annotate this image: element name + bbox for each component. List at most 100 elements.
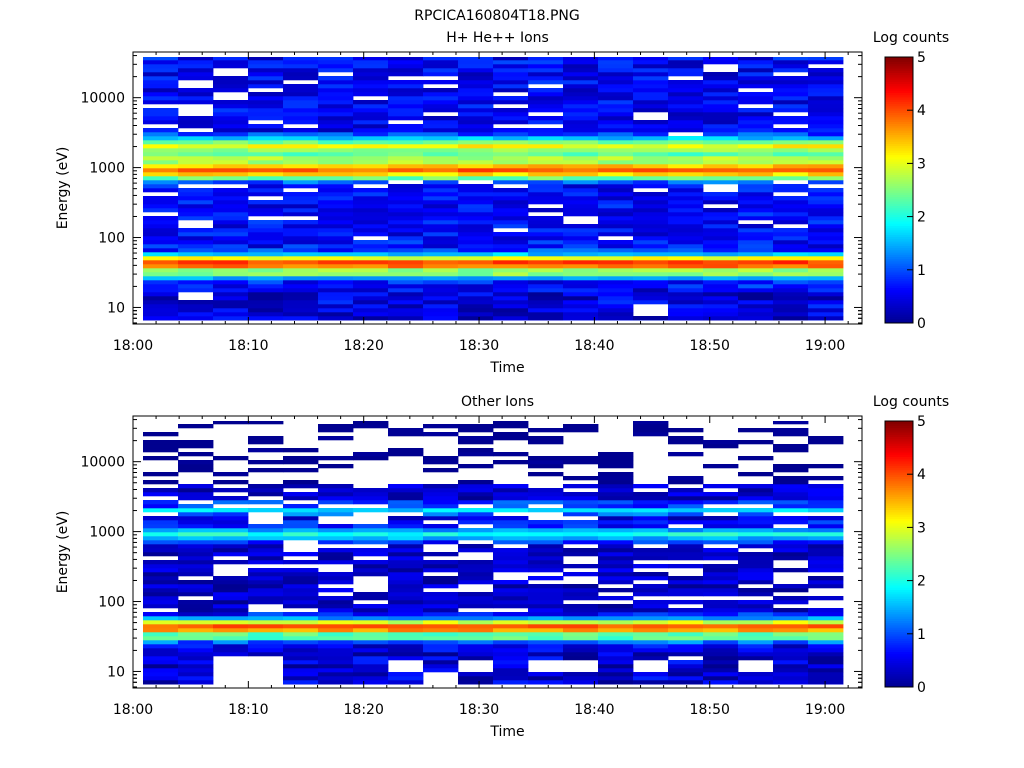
spectrogram-cell <box>353 596 389 601</box>
colorbar-swatch <box>885 598 913 602</box>
spectrogram-cell <box>808 188 844 193</box>
spectrogram-cell <box>598 668 634 673</box>
spectrogram-cell <box>458 656 494 661</box>
spectrogram-cell <box>808 556 844 561</box>
spectrogram-cell <box>528 256 564 261</box>
spectrogram-cell <box>738 568 774 573</box>
spectrogram-cell <box>703 57 739 61</box>
spectrogram-cell <box>213 280 249 285</box>
spectrogram-cell <box>318 236 354 241</box>
spectrogram-cell <box>423 236 459 241</box>
spectrogram-cell <box>248 172 284 177</box>
spectrogram-cell <box>318 216 354 221</box>
spectrogram-cell <box>283 672 319 677</box>
spectrogram-cell <box>458 424 494 429</box>
spectrogram-cell <box>738 616 774 621</box>
spectrogram-cell <box>248 292 284 297</box>
spectrogram-cell <box>773 260 809 265</box>
spectrogram-cell <box>668 508 704 513</box>
spectrogram-cell <box>703 244 739 249</box>
spectrogram-cell <box>598 68 634 73</box>
spectrogram-cell <box>738 76 774 81</box>
spectrogram-cell <box>178 640 214 645</box>
x-tick-label: 18:30 <box>459 338 499 354</box>
spectrogram-cell <box>248 524 284 529</box>
spectrogram-cell <box>493 248 529 253</box>
spectrogram-cell <box>808 296 844 301</box>
spectrogram-cell <box>703 284 739 289</box>
spectrogram-cell <box>493 57 529 61</box>
spectrogram-cell <box>738 224 774 229</box>
spectrogram-cell <box>318 128 354 133</box>
spectrogram-cell <box>423 524 459 529</box>
colorbar-swatch <box>885 554 913 557</box>
spectrogram-cell <box>178 680 214 685</box>
spectrogram-cell <box>318 196 354 201</box>
spectrogram-cell <box>773 520 809 525</box>
spectrogram-cell <box>458 212 494 217</box>
spectrogram-cell <box>283 308 319 313</box>
spectrogram-cell <box>388 600 424 605</box>
colorbar-swatch <box>885 107 913 111</box>
spectrogram-cell <box>458 240 494 245</box>
spectrogram-cell <box>318 288 354 293</box>
spectrogram-cell <box>738 560 774 565</box>
spectrogram-cell <box>668 176 704 181</box>
spectrogram-cell <box>388 524 424 529</box>
spectrogram-cell <box>633 612 669 617</box>
spectrogram-cell <box>458 284 494 289</box>
colorbar-swatch <box>885 445 913 449</box>
colorbar-swatch <box>885 443 913 446</box>
spectrogram-cell <box>563 616 599 621</box>
spectrogram-cell <box>773 60 809 65</box>
spectrogram-cell <box>423 208 459 213</box>
spectrogram-cell <box>808 224 844 229</box>
colorbar-swatch <box>885 429 913 433</box>
colorbar-swatch <box>885 556 913 559</box>
spectrogram-cell <box>143 84 179 89</box>
spectrogram-cell <box>738 212 774 217</box>
spectrogram-cell <box>528 100 564 105</box>
colorbar-swatch <box>885 141 913 144</box>
spectrogram-cell <box>703 76 739 81</box>
spectrogram-cell <box>808 84 844 89</box>
spectrogram-cell <box>668 492 704 497</box>
spectrogram-cell <box>703 236 739 241</box>
spectrogram-cell <box>703 180 739 185</box>
spectrogram-cell <box>563 540 599 545</box>
spectrogram-cell <box>738 608 774 613</box>
spectrogram-cell <box>353 176 389 181</box>
spectrogram-cell <box>388 57 424 61</box>
spectrogram-cell <box>703 616 739 621</box>
spectrogram-cell <box>703 136 739 141</box>
spectrogram-cell <box>353 124 389 129</box>
spectrogram-cell <box>563 68 599 73</box>
spectrogram-cell <box>178 516 214 521</box>
spectrogram-cell <box>318 312 354 317</box>
spectrogram-cell <box>668 128 704 133</box>
spectrogram-cell <box>773 240 809 245</box>
spectrogram-cell <box>738 164 774 169</box>
colorbar-tick-label: 4 <box>917 103 926 119</box>
spectrogram-cell <box>248 421 284 425</box>
spectrogram-cell <box>738 244 774 249</box>
spectrogram-cell <box>563 292 599 297</box>
spectrogram-cell <box>563 260 599 265</box>
spectrogram-cell <box>318 164 354 169</box>
spectrogram-cell <box>668 188 704 193</box>
spectrogram-cell <box>703 80 739 85</box>
spectrogram-cell <box>458 536 494 541</box>
colorbar-swatch <box>885 467 913 471</box>
spectrogram-cell <box>248 548 284 553</box>
spectrogram-cell <box>388 264 424 269</box>
spectrogram-cell <box>668 528 704 533</box>
spectrogram-cell <box>318 464 354 469</box>
spectrogram-cell <box>248 164 284 169</box>
spectrogram-cell <box>633 280 669 285</box>
spectrogram-cell <box>178 656 214 661</box>
spectrogram-cell <box>598 552 634 557</box>
spectrogram-cell <box>738 304 774 309</box>
colorbar-tick-label: 2 <box>917 210 926 226</box>
spectrogram-cell <box>808 648 844 653</box>
spectrogram-cell <box>178 164 214 169</box>
